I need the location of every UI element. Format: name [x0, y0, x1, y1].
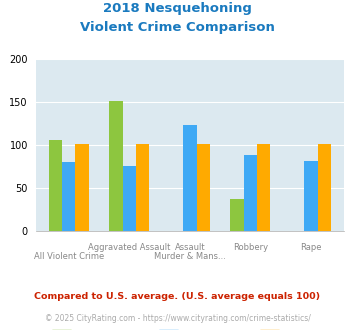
- Bar: [230, 199, 244, 231]
- Bar: [76, 144, 89, 231]
- Legend: Nesquehoning, Pennsylvania, National: Nesquehoning, Pennsylvania, National: [48, 325, 332, 330]
- Bar: [136, 144, 149, 231]
- Text: 2018 Nesquehoning: 2018 Nesquehoning: [103, 2, 252, 15]
- Text: Compared to U.S. average. (U.S. average equals 100): Compared to U.S. average. (U.S. average …: [34, 292, 321, 301]
- Bar: [183, 125, 197, 231]
- Text: Violent Crime Comparison: Violent Crime Comparison: [80, 21, 275, 34]
- Text: Rape: Rape: [300, 243, 322, 252]
- Bar: [123, 166, 136, 231]
- Text: Robbery: Robbery: [233, 243, 268, 252]
- Text: All Violent Crime: All Violent Crime: [34, 252, 104, 261]
- Bar: [62, 162, 76, 231]
- Text: © 2025 CityRating.com - https://www.cityrating.com/crime-statistics/: © 2025 CityRating.com - https://www.city…: [45, 314, 310, 323]
- Bar: [49, 140, 62, 231]
- Bar: [244, 155, 257, 231]
- Bar: [109, 101, 123, 231]
- Text: Assault: Assault: [175, 243, 205, 252]
- Text: Aggravated Assault: Aggravated Assault: [88, 243, 170, 252]
- Text: Murder & Mans...: Murder & Mans...: [154, 252, 226, 261]
- Bar: [304, 161, 318, 231]
- Bar: [318, 144, 331, 231]
- Bar: [197, 144, 210, 231]
- Bar: [257, 144, 271, 231]
